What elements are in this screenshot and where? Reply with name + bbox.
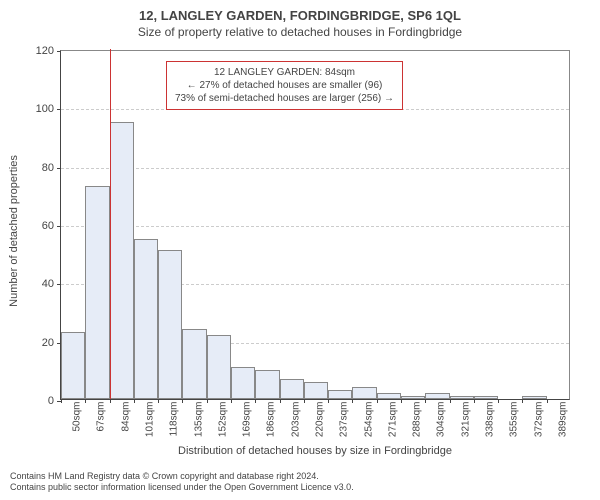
ytick-label: 20 bbox=[26, 337, 54, 349]
annotation-box: 12 LANGLEY GARDEN: 84sqm ← 27% of detach… bbox=[166, 61, 403, 110]
xtick-label: 50sqm bbox=[72, 402, 83, 432]
bar bbox=[401, 396, 425, 399]
xtick bbox=[85, 399, 86, 403]
xtick-label: 169sqm bbox=[242, 402, 253, 438]
bar bbox=[158, 250, 182, 399]
xtick-label: 101sqm bbox=[145, 402, 156, 438]
gridline bbox=[61, 168, 569, 169]
bar bbox=[61, 332, 85, 399]
bar bbox=[425, 393, 449, 399]
ytick-label: 80 bbox=[26, 162, 54, 174]
xtick bbox=[255, 399, 256, 403]
ytick-label: 0 bbox=[26, 395, 54, 407]
ytick bbox=[57, 168, 61, 169]
xtick-label: 186sqm bbox=[266, 402, 277, 438]
bar bbox=[182, 329, 206, 399]
bar bbox=[110, 122, 134, 399]
bar bbox=[207, 335, 231, 399]
xtick-label: 67sqm bbox=[96, 402, 107, 432]
xtick bbox=[474, 399, 475, 403]
xtick-label: 389sqm bbox=[557, 402, 568, 438]
xtick bbox=[377, 399, 378, 403]
annotation-line2: ← 27% of detached houses are smaller (96… bbox=[187, 80, 383, 91]
xtick-label: 321sqm bbox=[460, 402, 471, 438]
xtick bbox=[401, 399, 402, 403]
xtick-label: 338sqm bbox=[485, 402, 496, 438]
xtick-label: 288sqm bbox=[412, 402, 423, 438]
xtick bbox=[425, 399, 426, 403]
ytick bbox=[57, 109, 61, 110]
xtick-label: 237sqm bbox=[339, 402, 350, 438]
bar bbox=[377, 393, 401, 399]
xtick bbox=[61, 399, 62, 403]
xtick-label: 118sqm bbox=[169, 402, 180, 437]
bar bbox=[522, 396, 546, 399]
xtick-label: 372sqm bbox=[533, 402, 544, 438]
marker-line bbox=[110, 49, 111, 399]
xtick-label: 254sqm bbox=[363, 402, 374, 438]
xtick-label: 152sqm bbox=[217, 402, 228, 438]
xtick-label: 135sqm bbox=[193, 402, 204, 438]
ytick-label: 120 bbox=[26, 45, 54, 57]
xtick bbox=[450, 399, 451, 403]
bar bbox=[255, 370, 279, 399]
title-sub: Size of property relative to detached ho… bbox=[0, 23, 600, 39]
xtick bbox=[231, 399, 232, 403]
x-axis-label: Distribution of detached houses by size … bbox=[60, 445, 570, 457]
annotation-line1: 12 LANGLEY GARDEN: 84sqm bbox=[214, 67, 355, 78]
annotation-line3: 73% of semi-detached houses are larger (… bbox=[175, 93, 394, 104]
xtick bbox=[352, 399, 353, 403]
xtick-label: 271sqm bbox=[387, 402, 398, 438]
ytick-label: 60 bbox=[26, 220, 54, 232]
xtick bbox=[207, 399, 208, 403]
xtick-label: 84sqm bbox=[120, 402, 131, 432]
y-axis-label: Number of detached properties bbox=[8, 155, 20, 307]
bar bbox=[280, 379, 304, 399]
xtick-label: 203sqm bbox=[290, 402, 301, 438]
footer: Contains HM Land Registry data © Crown c… bbox=[10, 471, 354, 494]
title-main: 12, LANGLEY GARDEN, FORDINGBRIDGE, SP6 1… bbox=[0, 0, 600, 23]
xtick bbox=[182, 399, 183, 403]
xtick-label: 220sqm bbox=[315, 402, 326, 438]
bar bbox=[474, 396, 498, 399]
xtick-label: 355sqm bbox=[509, 402, 520, 438]
bar bbox=[231, 367, 255, 399]
xtick bbox=[280, 399, 281, 403]
xtick bbox=[134, 399, 135, 403]
xtick-label: 304sqm bbox=[436, 402, 447, 438]
bar bbox=[134, 239, 158, 399]
gridline bbox=[61, 226, 569, 227]
ytick bbox=[57, 226, 61, 227]
footer-line2: Contains public sector information licen… bbox=[10, 482, 354, 492]
bar bbox=[450, 396, 474, 399]
xtick bbox=[304, 399, 305, 403]
xtick bbox=[158, 399, 159, 403]
bar bbox=[352, 387, 376, 399]
bar bbox=[328, 390, 352, 399]
xtick bbox=[547, 399, 548, 403]
footer-line1: Contains HM Land Registry data © Crown c… bbox=[10, 471, 319, 481]
plot-area: 12 LANGLEY GARDEN: 84sqm ← 27% of detach… bbox=[60, 50, 570, 400]
xtick bbox=[110, 399, 111, 403]
ytick bbox=[57, 284, 61, 285]
chart-container: 12, LANGLEY GARDEN, FORDINGBRIDGE, SP6 1… bbox=[0, 0, 600, 500]
ytick bbox=[57, 51, 61, 52]
xtick bbox=[498, 399, 499, 403]
xtick bbox=[328, 399, 329, 403]
ytick-label: 100 bbox=[26, 103, 54, 115]
bar bbox=[304, 382, 328, 400]
ytick-label: 40 bbox=[26, 278, 54, 290]
xtick bbox=[522, 399, 523, 403]
bar bbox=[85, 186, 109, 399]
